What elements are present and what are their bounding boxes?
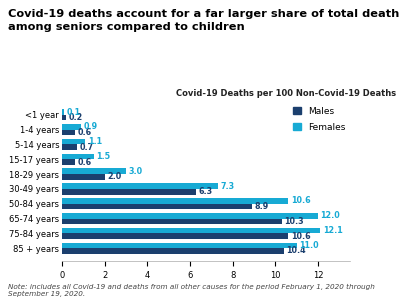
- Bar: [62, 218, 282, 224]
- Text: 2.0: 2.0: [107, 172, 122, 182]
- Text: Covid-19 deaths account for a far larger share of total deaths
among seniors com: Covid-19 deaths account for a far larger…: [8, 9, 400, 32]
- Text: 0.1: 0.1: [67, 107, 81, 116]
- Text: 1.1: 1.1: [88, 137, 102, 146]
- Bar: [62, 130, 75, 135]
- Text: 1.5: 1.5: [96, 152, 111, 161]
- Text: 10.3: 10.3: [284, 217, 304, 226]
- Bar: [62, 109, 64, 115]
- Text: 12.0: 12.0: [320, 211, 340, 220]
- Text: 7.3: 7.3: [220, 182, 234, 190]
- Bar: [62, 159, 75, 165]
- Bar: [62, 213, 318, 218]
- Legend: Males, Females: Males, Females: [293, 106, 346, 132]
- Text: 11.0: 11.0: [299, 241, 319, 250]
- Text: 10.6: 10.6: [291, 196, 310, 206]
- Bar: [62, 198, 288, 204]
- Text: 10.6: 10.6: [291, 232, 310, 241]
- Text: 10.4: 10.4: [286, 247, 306, 256]
- Text: 0.6: 0.6: [77, 128, 92, 137]
- Text: Covid-19 Deaths per 100 Non-Covid-19 Deaths: Covid-19 Deaths per 100 Non-Covid-19 Dea…: [176, 89, 396, 98]
- Bar: [62, 169, 126, 174]
- Text: 12.1: 12.1: [323, 226, 342, 235]
- Bar: [62, 183, 218, 189]
- Text: 0.7: 0.7: [80, 143, 94, 152]
- Bar: [62, 189, 196, 194]
- Text: 0.2: 0.2: [69, 113, 83, 122]
- Bar: [62, 154, 94, 159]
- Text: 0.9: 0.9: [84, 122, 98, 131]
- Text: 3.0: 3.0: [128, 167, 143, 176]
- Bar: [62, 115, 66, 121]
- Bar: [62, 139, 86, 145]
- Text: 6.3: 6.3: [199, 187, 213, 196]
- Bar: [62, 233, 288, 239]
- Bar: [62, 145, 77, 150]
- Text: 8.9: 8.9: [254, 202, 269, 211]
- Text: Note: includes all Covid-19 and deaths from all other causes for the period Febr: Note: includes all Covid-19 and deaths f…: [8, 284, 375, 297]
- Bar: [62, 242, 297, 248]
- Bar: [62, 204, 252, 209]
- Text: 0.6: 0.6: [77, 158, 92, 166]
- Bar: [62, 124, 81, 130]
- Bar: [62, 228, 320, 233]
- Bar: [62, 174, 105, 180]
- Bar: [62, 248, 284, 254]
